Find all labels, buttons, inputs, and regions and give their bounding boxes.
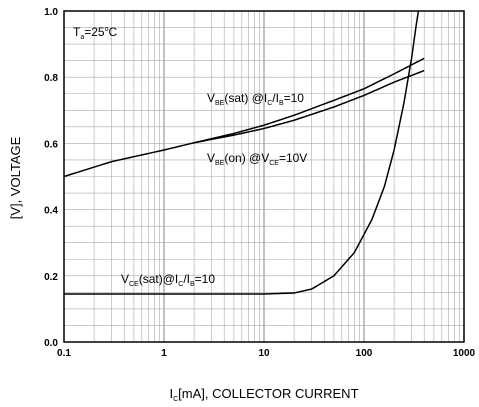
series-label-vbe-on: VBE(on) @VCE=10V xyxy=(207,151,307,167)
series-line-2 xyxy=(64,10,420,295)
x-axis-label: IC[mA], COLLECTOR CURRENT xyxy=(169,386,358,403)
plot-frame xyxy=(63,10,465,343)
series-label-vce-sat: VCE(sat)@IC/IB=10 xyxy=(121,272,215,288)
y-tick-label: 0.2 xyxy=(44,272,58,283)
x-tick-label: 10 xyxy=(258,348,270,359)
x-tick-label: 100 xyxy=(356,348,373,359)
y-tick-label: 0.6 xyxy=(44,139,58,150)
series-lines xyxy=(63,10,425,295)
x-tick-label: 1000 xyxy=(453,348,476,359)
y-tick-label: 0.8 xyxy=(44,73,58,84)
series-line-1 xyxy=(193,69,425,144)
y-axis-label: [V], VOLTAGE xyxy=(8,136,23,219)
condition-label: Ta=25oC xyxy=(73,25,118,41)
x-tick-label: 0.1 xyxy=(57,348,71,359)
chart-grid xyxy=(64,11,464,342)
y-tick-label: 1.0 xyxy=(44,7,58,18)
x-tick-label: 1 xyxy=(161,348,167,359)
y-tick-label: 0.4 xyxy=(44,206,58,217)
y-tick-label: 0.0 xyxy=(44,338,58,349)
series-label-vbe-sat: VBE(sat) @IC/IB=10 xyxy=(207,91,304,107)
series-line-0 xyxy=(63,57,425,178)
axis-ticks: 0.1 1 10 100 1000 0.0 0.2 0.4 0.6 0.8 1.0 xyxy=(44,7,475,359)
